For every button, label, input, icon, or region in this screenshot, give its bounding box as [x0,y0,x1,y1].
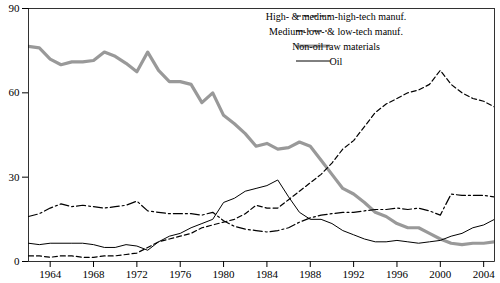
svg-text:Oil: Oil [330,56,343,67]
svg-text:90: 90 [9,2,21,14]
svg-text:1968: 1968 [83,268,106,280]
svg-text:1964: 1964 [39,268,62,280]
svg-text:1988: 1988 [299,268,322,280]
svg-text:1976: 1976 [169,268,192,280]
svg-text:30: 30 [9,171,21,183]
svg-text:High- & medium-high-tech manuf: High- & medium-high-tech manuf. [266,11,407,22]
svg-text:0: 0 [14,255,20,267]
svg-text:1980: 1980 [213,268,236,280]
svg-text:1972: 1972 [126,268,148,280]
svg-text:60: 60 [9,86,21,98]
svg-text:1992: 1992 [343,268,365,280]
svg-text:2004: 2004 [473,268,496,280]
svg-text:Non-oil raw materials: Non-oil raw materials [292,41,380,52]
svg-text:1996: 1996 [386,268,409,280]
svg-text:Medium-low- & low-tech manuf.: Medium-low- & low-tech manuf. [269,26,403,37]
svg-text:1984: 1984 [256,268,279,280]
svg-text:2000: 2000 [429,268,452,280]
